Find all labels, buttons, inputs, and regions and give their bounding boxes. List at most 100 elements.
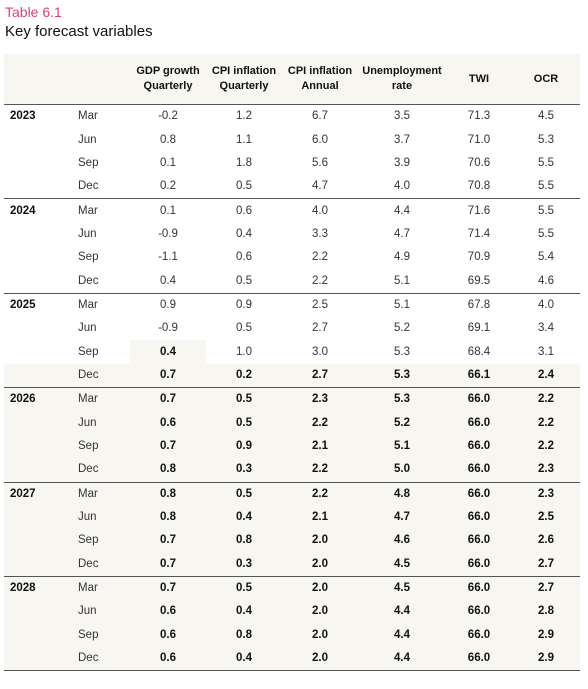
value-cell: 4.9 (394, 251, 410, 264)
table-row: Jun 0.6 0.4 2.0 4.4 66.0 2.8 (4, 600, 580, 624)
value-cell: 0.8 (206, 529, 282, 553)
quarter-cell: Jun (78, 322, 97, 335)
column-header-line1: TWI (468, 72, 490, 85)
column-header: GDP growth Quarterly (130, 54, 206, 105)
value-cell: 5.5 (538, 227, 554, 240)
value-cell: 5.3 (538, 133, 554, 146)
value-cell: 2.9 (512, 623, 580, 647)
value-cell: 5.3 (358, 363, 446, 388)
value-cell: 0.6 (236, 251, 252, 264)
year-cell: 2026 (4, 387, 66, 412)
column-header: Unemployment rate (358, 54, 446, 105)
value-cell: 2.1 (282, 505, 358, 530)
quarter-cell: Mar (66, 575, 130, 601)
table-body: 2023 Mar -0.2 1.2 6.7 3.5 71.3 4.5 Jun 0.8 1.1 6.0 3… (4, 104, 580, 672)
quarter-cell: Dec (78, 274, 99, 287)
value-cell: 0.9 (130, 292, 206, 318)
value-cell: 5.2 (394, 322, 410, 335)
value-cell: 4.7 (394, 227, 410, 240)
value-cell: 0.5 (206, 387, 282, 412)
column-header-line2: rate (391, 80, 413, 92)
value-cell: 2.7 (282, 363, 358, 388)
value-cell: 71.3 (446, 104, 512, 129)
value-cell: 0.9 (206, 434, 282, 459)
value-cell: 2.3 (512, 481, 580, 506)
value-cell: 70.8 (467, 180, 491, 193)
value-cell: 0.6 (130, 623, 206, 647)
value-cell: 0.3 (206, 458, 282, 482)
value-cell: 0.1 (130, 198, 206, 223)
quarter-cell: Mar (66, 104, 130, 129)
year-cell: 2023 (4, 104, 66, 129)
value-cell: 3.9 (394, 156, 410, 169)
table-row: 2025 Mar 0.9 0.9 2.5 5.1 67.8 4.0 (4, 292, 580, 318)
value-cell: 66.0 (446, 646, 512, 672)
value-cell: 5.3 (394, 345, 410, 358)
table-row: Jun 0.8 0.4 2.1 4.7 66.0 2.5 (4, 505, 580, 530)
value-cell: 4.0 (282, 198, 358, 223)
value-cell: 5.1 (358, 434, 446, 459)
value-cell: 68.4 (467, 345, 491, 358)
quarter-cell: Sep (66, 434, 130, 459)
value-cell: 0.7 (130, 387, 206, 412)
value-cell: 5.5 (538, 156, 554, 169)
quarter-cell: Mar (66, 387, 130, 412)
header-blank-quarter (66, 54, 130, 105)
year-cell (4, 529, 66, 553)
year-cell (4, 175, 66, 199)
table-row: 2023 Mar -0.2 1.2 6.7 3.5 71.3 4.5 (4, 104, 580, 129)
quarter-cell: Jun (66, 600, 130, 624)
value-cell: 0.4 (206, 505, 282, 530)
value-cell: 0.3 (206, 552, 282, 577)
column-header: TWI (446, 54, 512, 105)
year-cell: 2027 (4, 481, 66, 506)
value-cell: 2.7 (312, 322, 328, 335)
quarter-cell: Dec (66, 552, 130, 577)
column-header-line1: CPI inflation (211, 65, 277, 77)
value-cell: 0.1 (160, 156, 176, 169)
value-cell: 66.0 (446, 552, 512, 577)
value-cell: 2.2 (282, 458, 358, 482)
value-cell: 4.4 (358, 623, 446, 647)
value-cell: 71.4 (467, 227, 491, 240)
value-cell: 2.2 (512, 434, 580, 459)
value-cell: 0.5 (236, 180, 252, 193)
value-cell: 2.7 (512, 575, 580, 601)
value-cell: 5.0 (358, 458, 446, 482)
value-cell: 2.5 (282, 292, 358, 318)
value-cell: 0.7 (130, 529, 206, 553)
value-cell: 1.8 (236, 156, 252, 169)
value-cell: 0.6 (130, 600, 206, 624)
value-cell: 4.7 (312, 180, 328, 193)
value-cell: 3.7 (394, 133, 410, 146)
value-cell: 5.6 (312, 156, 328, 169)
year-cell (4, 600, 66, 624)
table-row: Sep 0.4 1.0 3.0 5.3 68.4 3.1 (4, 340, 580, 364)
value-cell: 2.2 (512, 411, 580, 435)
value-cell: 1.0 (236, 345, 252, 358)
value-cell: 1.2 (206, 104, 282, 129)
value-cell: 0.7 (130, 552, 206, 577)
value-cell: 0.7 (130, 434, 206, 459)
value-cell: 4.4 (358, 198, 446, 223)
value-cell: 2.9 (512, 646, 580, 672)
value-cell: 5.5 (512, 198, 580, 223)
value-cell: 6.0 (312, 133, 328, 146)
quarter-cell: Sep (78, 156, 99, 169)
value-cell: 66.0 (446, 529, 512, 553)
year-cell: 2025 (4, 292, 66, 318)
value-cell: -0.9 (158, 322, 178, 335)
table-row: 2028 Mar 0.7 0.5 2.0 4.5 66.0 2.7 (4, 575, 580, 601)
quarter-cell: Jun (78, 133, 97, 146)
value-cell: -0.9 (158, 227, 178, 240)
value-cell: 66.1 (446, 363, 512, 388)
value-cell: 0.5 (206, 411, 282, 435)
value-cell: 2.2 (312, 274, 328, 287)
column-header-line2: Quarterly (143, 80, 193, 92)
year-cell (4, 223, 66, 246)
quarter-cell: Sep (78, 251, 99, 264)
year-cell (4, 363, 66, 388)
table-row: Sep -1.1 0.6 2.2 4.9 70.9 5.4 (4, 246, 580, 269)
table-row: Dec 0.7 0.3 2.0 4.5 66.0 2.7 (4, 552, 580, 577)
value-cell: 2.3 (282, 387, 358, 412)
